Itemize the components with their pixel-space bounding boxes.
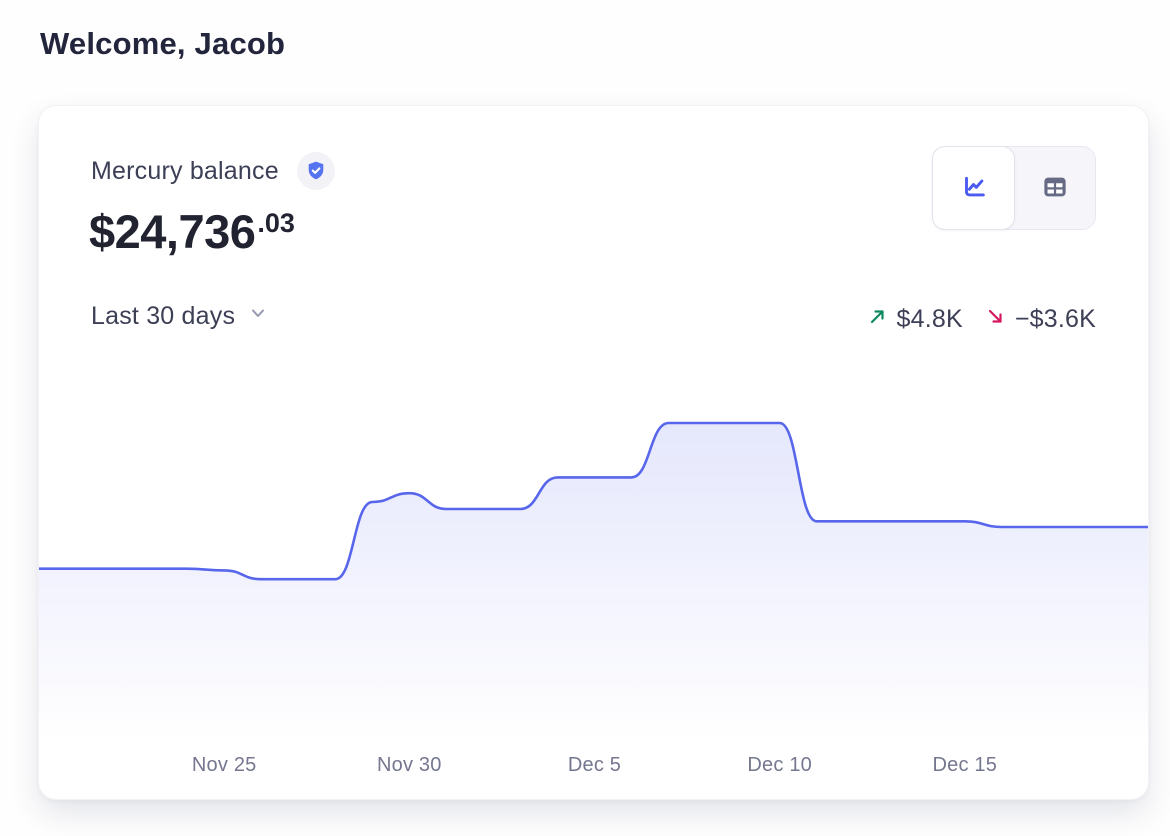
inflow-stat: $4.8K: [867, 305, 963, 334]
balance-cents: .03: [257, 208, 295, 238]
period-label: Last 30 days: [91, 302, 236, 330]
arrow-down-right-icon: [985, 305, 1006, 334]
money-flow-summary: $4.8K −$3.6K: [867, 305, 1096, 334]
arrow-up-right-icon: [867, 305, 888, 334]
chart-view-button[interactable]: [932, 146, 1015, 230]
balance-card: Mercury balance $24,736.03 Last 30 days: [38, 105, 1149, 800]
x-tick-label: Dec 15: [932, 754, 998, 776]
balance-area-chart[interactable]: [39, 381, 1149, 761]
chart-line: [39, 421, 1148, 581]
x-tick-label: Dec 10: [747, 754, 812, 776]
outflow-value: −$3.6K: [1014, 305, 1096, 333]
x-tick-label: Dec 5: [567, 754, 622, 776]
balance-dollars: $24,736: [89, 205, 256, 258]
x-tick-label: Nov 30: [377, 754, 442, 776]
line-chart-icon: [959, 172, 989, 205]
card-title-row: Mercury balance: [91, 152, 335, 190]
welcome-heading: Welcome, Jacob: [40, 26, 286, 61]
table-view-button[interactable]: [1014, 147, 1095, 229]
outflow-stat: −$3.6K: [985, 305, 1096, 334]
card-title: Mercury balance: [91, 156, 279, 185]
verified-shield-icon: [296, 152, 335, 190]
x-axis: Nov 25 Nov 30 Dec 5 Dec 10 Dec 15: [39, 754, 1148, 784]
x-tick-label: Nov 25: [191, 754, 257, 776]
chart-area-fill: [39, 423, 1148, 761]
view-toggle: [932, 146, 1096, 230]
table-icon: [1040, 172, 1070, 205]
period-selector[interactable]: Last 30 days: [91, 302, 269, 331]
chevron-down-icon: [247, 302, 269, 331]
inflow-value: $4.8K: [896, 305, 963, 333]
balance-amount: $24,736.03: [89, 204, 295, 260]
